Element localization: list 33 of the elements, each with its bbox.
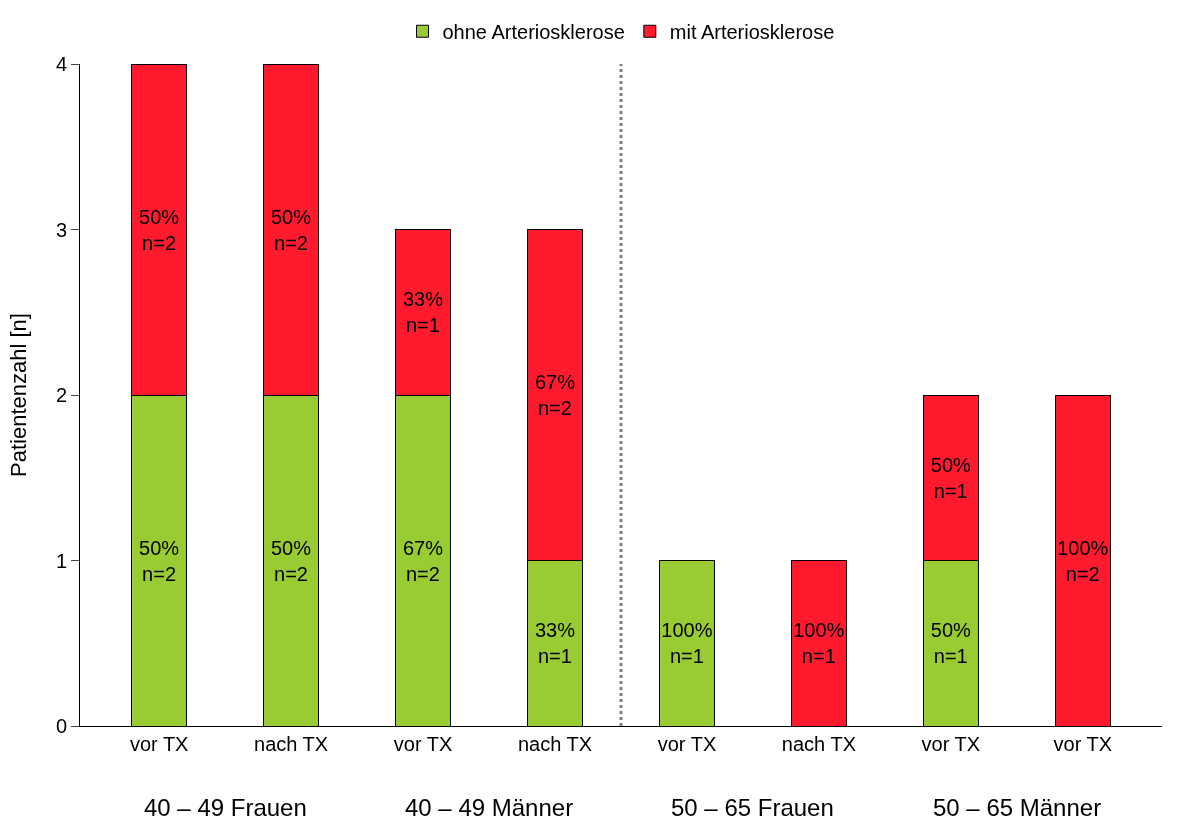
text: 50 – 65 Männer	[933, 794, 1102, 821]
x-tick-label: nach TX	[254, 733, 329, 755]
data-label: 50% n=1	[930, 619, 971, 668]
data-label: 67% n=2	[402, 536, 444, 585]
y-tick-label: 4	[55, 53, 67, 75]
data-label: 100% n=1	[793, 619, 845, 668]
legend-label: ohne Arteriosklerose	[442, 21, 625, 44]
data-label: 50% n=1	[930, 453, 971, 502]
x-tick-label: vor TX	[129, 733, 189, 755]
data-label: 50% n=2	[139, 536, 180, 585]
x-tick-label: vor TX	[921, 733, 981, 755]
data-label: 100% n=2	[1057, 536, 1109, 585]
data-label: 33% n=1	[402, 288, 444, 337]
y-tick-label: 1	[55, 549, 67, 572]
legend-label: mit Arteriosklerose	[669, 21, 835, 44]
x-tick-label: nach TX	[781, 733, 856, 755]
data-label: 100% n=1	[661, 619, 713, 668]
text: 50 – 65 Frauen	[671, 794, 834, 821]
data-label: 33% n=1	[534, 619, 576, 668]
y-tick-label: 0	[55, 715, 67, 737]
data-label: 50% n=2	[271, 205, 312, 254]
data-label: 67% n=2	[534, 371, 576, 419]
y-tick-label: 2	[55, 384, 67, 406]
x-tick-label: vor TX	[657, 733, 717, 755]
data-label: 50% n=2	[271, 536, 312, 585]
y-axis-title: Patientenzahl [n]	[6, 313, 31, 477]
x-tick-label: nach TX	[517, 733, 593, 755]
y-tick-label: 3	[55, 218, 67, 241]
text: 40 – 49 Männer	[405, 794, 574, 821]
text: 40 – 49 Frauen	[144, 794, 307, 821]
data-label: 50% n=2	[139, 205, 180, 254]
x-tick-label: vor TX	[393, 733, 453, 755]
x-tick-label: vor TX	[1053, 733, 1113, 755]
